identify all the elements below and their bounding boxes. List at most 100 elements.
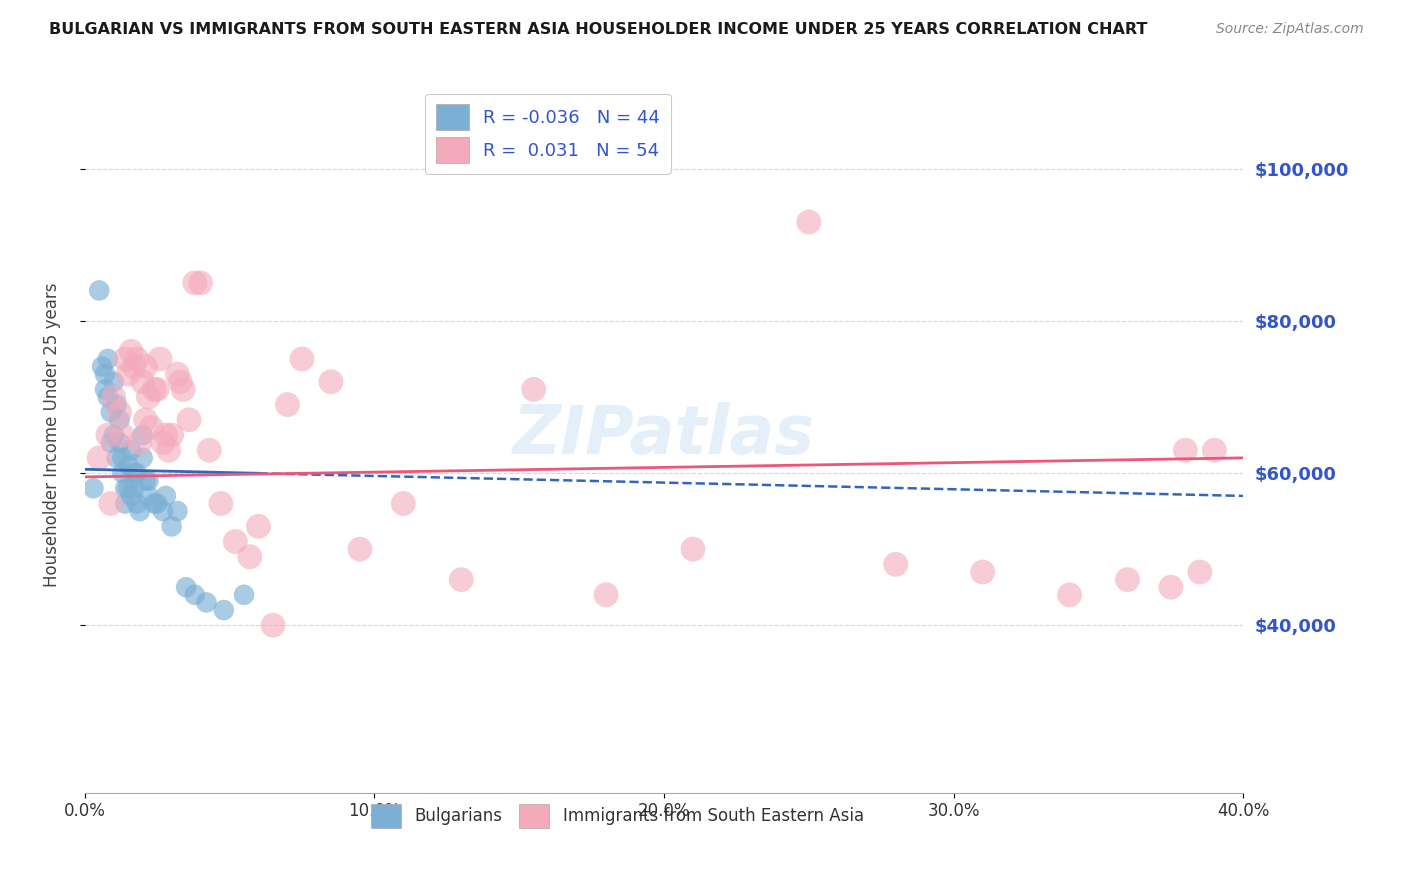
Point xyxy=(1116,573,1139,587)
Point xyxy=(195,595,218,609)
Point xyxy=(122,481,145,495)
Point xyxy=(1174,443,1197,458)
Point xyxy=(212,603,235,617)
Point xyxy=(190,276,212,290)
Point xyxy=(682,542,704,557)
Point xyxy=(125,496,148,510)
Point xyxy=(166,504,188,518)
Point xyxy=(128,504,150,518)
Point xyxy=(233,588,256,602)
Point xyxy=(184,588,207,602)
Point xyxy=(117,458,139,473)
Point xyxy=(166,367,188,381)
Point xyxy=(291,351,314,366)
Point xyxy=(209,496,232,510)
Point xyxy=(247,519,270,533)
Point xyxy=(108,405,131,419)
Point xyxy=(135,474,157,488)
Point xyxy=(138,390,160,404)
Point xyxy=(122,359,145,374)
Point xyxy=(523,383,546,397)
Point xyxy=(172,383,194,397)
Point xyxy=(155,428,177,442)
Point xyxy=(174,580,197,594)
Point xyxy=(97,351,120,366)
Point xyxy=(141,420,163,434)
Point xyxy=(1160,580,1182,594)
Point xyxy=(97,428,120,442)
Point xyxy=(131,428,153,442)
Point xyxy=(97,390,120,404)
Point xyxy=(169,375,191,389)
Point xyxy=(262,618,284,632)
Point xyxy=(117,367,139,381)
Point xyxy=(111,450,134,465)
Point xyxy=(108,435,131,450)
Point xyxy=(160,428,183,442)
Point xyxy=(138,474,160,488)
Point xyxy=(595,588,617,602)
Point xyxy=(114,351,136,366)
Point xyxy=(349,542,371,557)
Point xyxy=(122,466,145,480)
Legend: Bulgarians, Immigrants from South Eastern Asia: Bulgarians, Immigrants from South Easter… xyxy=(364,797,870,834)
Point xyxy=(91,359,114,374)
Point xyxy=(884,558,907,572)
Point xyxy=(94,383,117,397)
Point xyxy=(131,450,153,465)
Point xyxy=(135,359,157,374)
Point xyxy=(149,351,172,366)
Point xyxy=(120,344,142,359)
Point xyxy=(128,435,150,450)
Point xyxy=(797,215,820,229)
Point xyxy=(111,466,134,480)
Point xyxy=(155,489,177,503)
Point xyxy=(319,375,342,389)
Point xyxy=(972,565,994,579)
Text: Source: ZipAtlas.com: Source: ZipAtlas.com xyxy=(1216,22,1364,37)
Point xyxy=(103,390,125,404)
Point xyxy=(114,496,136,510)
Point xyxy=(108,413,131,427)
Point xyxy=(111,428,134,442)
Point xyxy=(131,375,153,389)
Text: ZIPatlas: ZIPatlas xyxy=(513,402,815,468)
Point xyxy=(152,435,174,450)
Point xyxy=(177,413,200,427)
Point xyxy=(239,549,262,564)
Point xyxy=(100,435,122,450)
Point xyxy=(135,413,157,427)
Point xyxy=(160,519,183,533)
Point xyxy=(100,405,122,419)
Point xyxy=(146,383,169,397)
Point xyxy=(117,481,139,495)
Point xyxy=(392,496,415,510)
Point xyxy=(100,496,122,510)
Point xyxy=(143,496,166,510)
Y-axis label: Householder Income Under 25 years: Householder Income Under 25 years xyxy=(44,283,60,587)
Point xyxy=(125,466,148,480)
Point xyxy=(1204,443,1226,458)
Point xyxy=(94,367,117,381)
Point xyxy=(1059,588,1081,602)
Point xyxy=(146,496,169,510)
Point xyxy=(1188,565,1211,579)
Point xyxy=(276,398,298,412)
Point xyxy=(105,398,128,412)
Text: BULGARIAN VS IMMIGRANTS FROM SOUTH EASTERN ASIA HOUSEHOLDER INCOME UNDER 25 YEAR: BULGARIAN VS IMMIGRANTS FROM SOUTH EASTE… xyxy=(49,22,1147,37)
Point xyxy=(152,504,174,518)
Point xyxy=(198,443,221,458)
Point xyxy=(143,383,166,397)
Point xyxy=(103,428,125,442)
Point xyxy=(138,489,160,503)
Point xyxy=(89,450,111,465)
Point xyxy=(125,351,148,366)
Point xyxy=(89,284,111,298)
Point xyxy=(450,573,472,587)
Point xyxy=(103,375,125,389)
Point xyxy=(82,481,104,495)
Point xyxy=(120,489,142,503)
Point xyxy=(184,276,207,290)
Point xyxy=(114,481,136,495)
Point xyxy=(157,443,180,458)
